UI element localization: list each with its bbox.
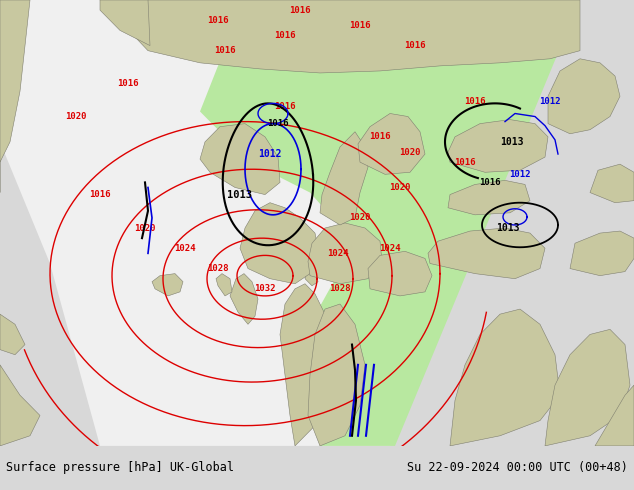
Polygon shape (358, 114, 425, 174)
Text: 1012: 1012 (509, 170, 531, 179)
Text: 1016: 1016 (404, 41, 426, 50)
Text: 1013: 1013 (228, 190, 252, 199)
Text: 1016: 1016 (89, 190, 111, 199)
Polygon shape (308, 304, 365, 446)
Polygon shape (0, 365, 40, 446)
Text: 1024: 1024 (327, 249, 349, 258)
Polygon shape (216, 273, 232, 296)
Text: 1020: 1020 (65, 112, 87, 121)
Polygon shape (200, 0, 580, 446)
Text: 1016: 1016 (117, 78, 139, 88)
Polygon shape (0, 0, 580, 446)
Text: 1028: 1028 (329, 284, 351, 294)
Polygon shape (595, 385, 634, 446)
Text: 1020: 1020 (349, 213, 371, 222)
Polygon shape (570, 231, 634, 276)
Text: 1024: 1024 (174, 244, 196, 253)
Text: 1016: 1016 (289, 5, 311, 15)
Text: 1028: 1028 (207, 264, 229, 273)
Polygon shape (590, 164, 634, 203)
Text: 1016: 1016 (268, 119, 288, 128)
Polygon shape (200, 123, 280, 195)
Polygon shape (320, 132, 368, 225)
Text: 1016: 1016 (464, 97, 486, 106)
Text: Su 22-09-2024 00:00 UTC (00+48): Su 22-09-2024 00:00 UTC (00+48) (407, 462, 628, 474)
Polygon shape (0, 0, 30, 193)
Text: 1016: 1016 (479, 178, 501, 187)
Polygon shape (280, 284, 330, 446)
Text: 1013: 1013 (500, 137, 524, 147)
Text: 1016: 1016 (349, 21, 371, 30)
Polygon shape (140, 0, 580, 61)
Polygon shape (548, 59, 620, 134)
Polygon shape (368, 251, 432, 296)
Text: 1024: 1024 (379, 244, 401, 253)
Polygon shape (152, 273, 183, 296)
Text: 1020: 1020 (389, 183, 411, 192)
Text: 1013: 1013 (496, 223, 520, 233)
Polygon shape (305, 269, 318, 286)
Text: 1032: 1032 (254, 284, 276, 294)
Text: 1016: 1016 (369, 132, 391, 141)
Text: 1020: 1020 (134, 223, 156, 233)
Polygon shape (545, 329, 630, 446)
Polygon shape (308, 223, 382, 284)
Text: 1020: 1020 (399, 147, 421, 156)
Polygon shape (100, 0, 580, 73)
Polygon shape (100, 0, 150, 46)
Polygon shape (428, 228, 545, 279)
Polygon shape (448, 120, 548, 172)
Text: 1012: 1012 (258, 149, 281, 159)
Polygon shape (450, 309, 560, 446)
Text: 1012: 1012 (540, 97, 560, 106)
Text: 1016: 1016 (454, 158, 476, 167)
Polygon shape (448, 180, 530, 215)
Polygon shape (240, 203, 320, 284)
Polygon shape (230, 273, 258, 324)
Text: 1016: 1016 (275, 102, 295, 111)
Text: 1016: 1016 (214, 46, 236, 55)
Text: 1016: 1016 (207, 16, 229, 25)
Text: 1016: 1016 (275, 31, 295, 40)
Text: Surface pressure [hPa] UK-Global: Surface pressure [hPa] UK-Global (6, 462, 235, 474)
Polygon shape (0, 314, 25, 355)
